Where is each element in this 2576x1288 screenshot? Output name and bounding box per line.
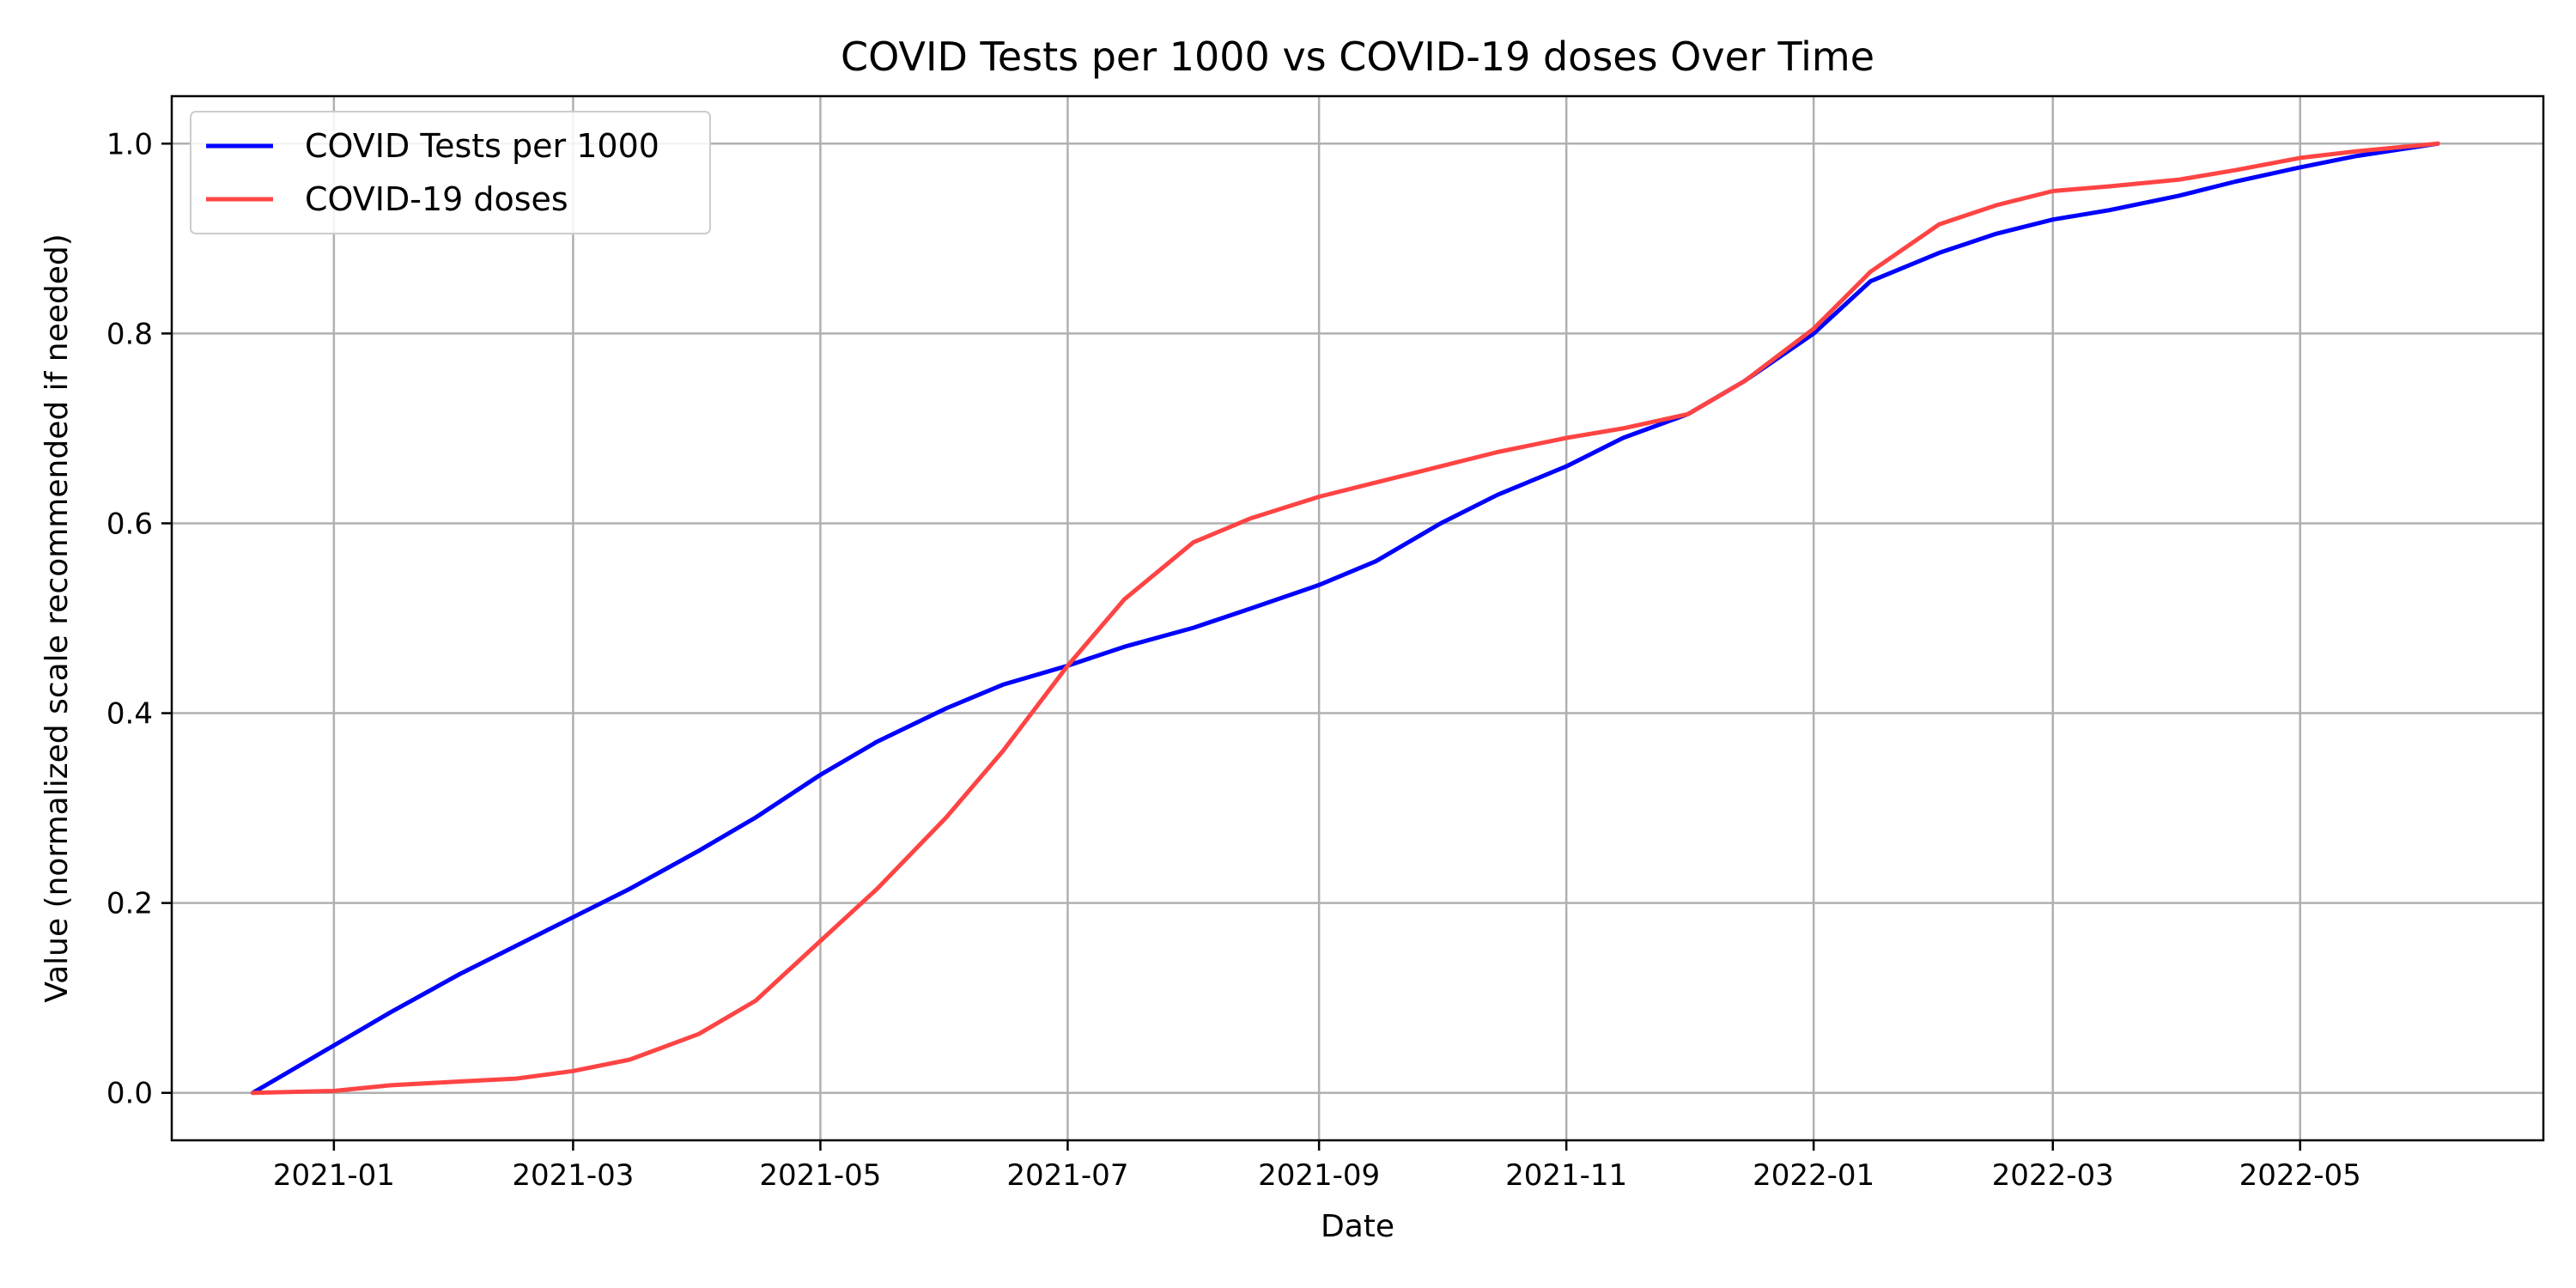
x-tick-label: 2022-05 <box>2239 1158 2361 1193</box>
chart-title: COVID Tests per 1000 vs COVID-19 doses O… <box>841 33 1874 80</box>
y-tick-label: 0.4 <box>106 697 153 732</box>
y-tick-label: 0.2 <box>106 887 153 921</box>
x-tick-label: 2021-11 <box>1505 1158 1627 1193</box>
y-axis-ticks: 0.0 0.2 0.4 0.6 0.8 1.0 <box>106 127 172 1111</box>
y-tick-label: 0.8 <box>106 317 153 351</box>
y-tick-label: 0.0 <box>106 1077 153 1111</box>
x-axis-label: Date <box>1321 1209 1394 1244</box>
y-tick-label: 0.6 <box>106 507 153 541</box>
legend-label-tests: COVID Tests per 1000 <box>305 127 659 165</box>
legend-box <box>190 111 711 234</box>
x-axis-ticks: 2021-01 2021-03 2021-05 2021-07 2021-09 2021-… <box>273 1140 2361 1193</box>
series-line-doses <box>250 141 2440 1096</box>
series-line-tests <box>250 141 2440 1096</box>
x-tick-label: 2021-01 <box>273 1158 395 1193</box>
x-tick-label: 2021-09 <box>1258 1158 1380 1193</box>
x-tick-label: 2022-03 <box>1992 1158 2114 1193</box>
x-tick-label: 2021-07 <box>1006 1158 1128 1193</box>
x-tick-label: 2022-01 <box>1753 1158 1874 1193</box>
legend-label-doses: COVID-19 doses <box>305 180 568 218</box>
y-tick-label: 1.0 <box>106 127 153 161</box>
grid-lines <box>172 96 2543 1140</box>
plot-frame <box>170 94 2545 1142</box>
series-lines <box>250 141 2440 1096</box>
x-tick-label: 2021-03 <box>512 1158 634 1193</box>
y-axis-label: Value (normalized scale recommended if n… <box>39 234 75 1003</box>
legend: COVID Tests per 1000 COVID-19 doses <box>190 111 711 234</box>
x-tick-label: 2021-05 <box>759 1158 881 1193</box>
